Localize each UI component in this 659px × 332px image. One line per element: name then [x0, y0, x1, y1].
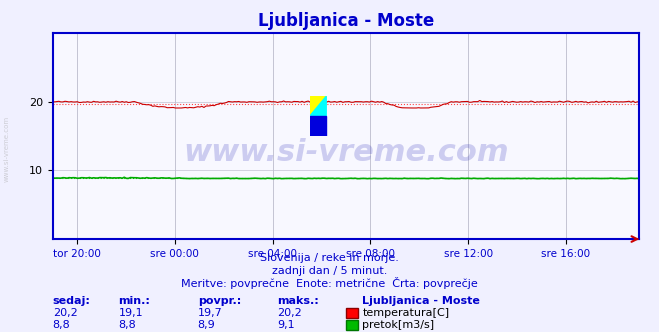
Text: sedaj:: sedaj: — [53, 296, 90, 306]
Text: Meritve: povprečne  Enote: metrične  Črta: povprečje: Meritve: povprečne Enote: metrične Črta:… — [181, 277, 478, 289]
Text: 8,8: 8,8 — [119, 320, 136, 330]
Text: Slovenija / reke in morje.: Slovenija / reke in morje. — [260, 253, 399, 263]
Text: 9,1: 9,1 — [277, 320, 295, 330]
Text: 8,8: 8,8 — [53, 320, 71, 330]
Polygon shape — [310, 96, 326, 116]
Title: Ljubljanica - Moste: Ljubljanica - Moste — [258, 12, 434, 30]
Text: maks.:: maks.: — [277, 296, 318, 306]
Text: 19,1: 19,1 — [119, 308, 143, 318]
Text: www.si-vreme.com: www.si-vreme.com — [183, 138, 509, 167]
Text: 19,7: 19,7 — [198, 308, 223, 318]
Text: zadnji dan / 5 minut.: zadnji dan / 5 minut. — [272, 266, 387, 276]
Text: 20,2: 20,2 — [53, 308, 78, 318]
Text: www.si-vreme.com: www.si-vreme.com — [3, 116, 10, 183]
Text: min.:: min.: — [119, 296, 150, 306]
Polygon shape — [310, 96, 326, 116]
Text: povpr.:: povpr.: — [198, 296, 241, 306]
Text: temperatura[C]: temperatura[C] — [362, 308, 449, 318]
Text: 8,9: 8,9 — [198, 320, 215, 330]
Polygon shape — [310, 116, 326, 136]
Text: Ljubljanica - Moste: Ljubljanica - Moste — [362, 296, 480, 306]
Text: 20,2: 20,2 — [277, 308, 302, 318]
Text: pretok[m3/s]: pretok[m3/s] — [362, 320, 434, 330]
